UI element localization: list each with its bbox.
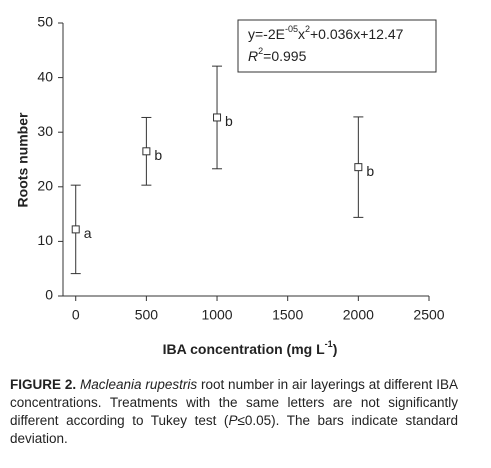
y-tick-label: 20 (37, 178, 53, 194)
eq-sup: 2 (305, 24, 310, 34)
x-tick-label: 2500 (413, 307, 444, 323)
x-tick-label: 500 (135, 307, 159, 323)
y-tick-label: 40 (37, 68, 53, 84)
y-tick-label: 10 (37, 232, 53, 248)
y-tick-label: 50 (37, 14, 53, 30)
x-label-text: IBA concentration (mg L (163, 341, 325, 357)
figure-label: FIGURE 2. (10, 377, 77, 392)
x-axis-label: IBA concentration (mg L-1) (163, 339, 338, 356)
equation-box (237, 19, 437, 73)
eq-part: y=-2E (248, 26, 285, 42)
r2: R2=0.995 (248, 46, 307, 63)
eq-sup: -05 (285, 24, 298, 34)
y-tick-label: 30 (37, 123, 53, 139)
r2-part: R (248, 48, 258, 64)
r2-part: =0.995 (263, 48, 306, 64)
x-tick-label: 2000 (343, 307, 374, 323)
x-label-sup: -1 (325, 339, 333, 349)
caption: FIGURE 2. Macleania rupestris root numbe… (10, 376, 458, 448)
significance-letter: b (154, 147, 162, 163)
caption-text: ≤0.05). The bars indicate standard devia… (10, 413, 458, 446)
data-point (354, 163, 363, 172)
caption-text: root number in air layerings at differen… (10, 377, 458, 428)
significance-letter: b (225, 113, 233, 129)
eq-part: +0.036x+12.47 (310, 26, 404, 42)
species: Macleania rupestris (79, 377, 198, 392)
r2-sup: 2 (258, 46, 263, 56)
x-tick-label: 1000 (201, 307, 232, 323)
data-point (142, 147, 151, 156)
x-tick-label: 1500 (272, 307, 303, 323)
x-label-end: ) (333, 341, 338, 357)
chart: Roots number IBA concentration (mg L-1) … (15, 14, 445, 357)
eq-part: x (298, 26, 305, 42)
significance-letter: a (84, 225, 92, 241)
significance-letter: b (366, 163, 374, 179)
p-symbol: P (228, 413, 238, 428)
x-tick-label: 0 (72, 307, 80, 323)
equation: y=-2E-05x2+0.036x+12.47 (248, 24, 404, 41)
data-point (213, 113, 222, 122)
data-point (71, 225, 80, 234)
y-axis-label: Roots number (15, 112, 31, 207)
y-tick-label: 0 (45, 287, 53, 303)
